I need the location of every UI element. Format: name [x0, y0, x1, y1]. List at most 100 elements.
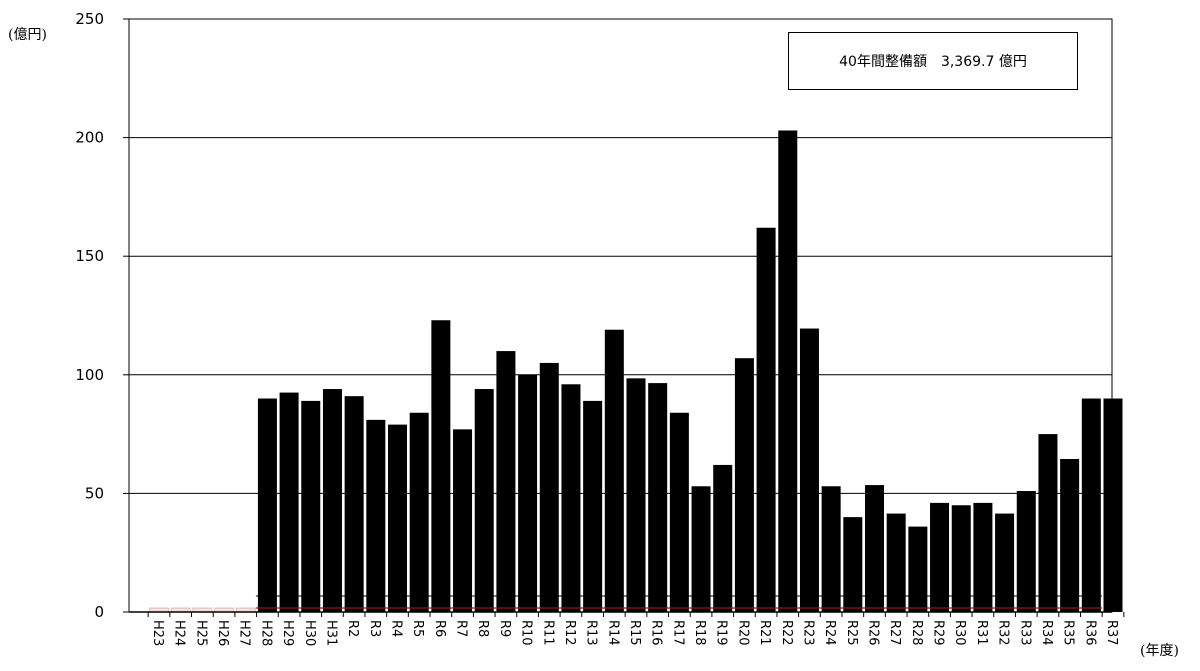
- x-tick-label-R16: R16: [649, 620, 664, 646]
- bar-R10: [518, 374, 538, 612]
- x-tick-label-R14: R14: [605, 620, 620, 646]
- x-tick-label-R27: R27: [887, 620, 902, 646]
- x-tick-label-H25: H25: [193, 620, 208, 646]
- y-tick-label-250: 250: [75, 10, 104, 28]
- x-tick-label-R35: R35: [1061, 620, 1076, 646]
- x-tick-label-H31: H31: [323, 620, 338, 646]
- x-tick-label-R4: R4: [389, 620, 404, 637]
- x-tick-label-R28: R28: [909, 620, 924, 646]
- x-tick-label-R30: R30: [952, 620, 967, 646]
- bar-R17: [669, 412, 689, 612]
- x-tick-labels: H23 H24 H25 H26 H27 H28 H29 H30 H31 R2 R3 R4 R5 R6 R7 R…: [150, 620, 1119, 646]
- bar-R35: [1060, 459, 1080, 612]
- bar-R3: [366, 419, 386, 612]
- total-annotation-text: 40年間整備額 3,369.7 億円: [839, 54, 1027, 70]
- bar-R16: [648, 383, 668, 612]
- x-tick-label-R36: R36: [1082, 620, 1097, 646]
- bar-R21: [756, 227, 776, 612]
- x-tick-label-H26: H26: [215, 620, 230, 646]
- bar-R7: [453, 429, 473, 612]
- x-tick-label-R13: R13: [584, 620, 599, 646]
- bar-R33: [1016, 491, 1036, 612]
- x-tick-label-R29: R29: [931, 620, 946, 646]
- bar-R11: [539, 362, 559, 612]
- y-tick-label-200: 200: [75, 129, 104, 147]
- x-tick-label-R19: R19: [714, 620, 729, 646]
- x-tick-label-R17: R17: [670, 620, 685, 646]
- bar-R27: [886, 513, 906, 612]
- bar-H29: [279, 392, 299, 612]
- bar-R2: [344, 396, 364, 612]
- bar-R37: [1103, 398, 1123, 612]
- x-tick-label-R7: R7: [454, 620, 469, 637]
- x-tick-label-R32: R32: [996, 620, 1011, 646]
- bar-R34: [1038, 434, 1058, 612]
- bar-R5: [409, 412, 429, 612]
- y-tick-label-100: 100: [75, 366, 104, 384]
- x-tick-label-H30: H30: [302, 620, 317, 646]
- bar-R19: [713, 464, 733, 612]
- x-tick-label-R2: R2: [345, 620, 360, 637]
- bar-R28: [908, 526, 928, 612]
- x-tick-label-R24: R24: [822, 620, 837, 646]
- bar-R26: [865, 485, 884, 612]
- bar-R32: [995, 513, 1015, 612]
- x-tick-label-H27: H27: [237, 620, 252, 646]
- bar-H30: [301, 400, 321, 612]
- x-tick-label-R15: R15: [627, 620, 642, 646]
- x-tick-label-R31: R31: [974, 620, 989, 646]
- y-tick-label-50: 50: [85, 484, 104, 502]
- bar-R9: [496, 351, 516, 612]
- x-tick-label-R11: R11: [540, 620, 555, 646]
- x-tick-label-R21: R21: [757, 620, 772, 646]
- axes: [123, 18, 1125, 617]
- x-tick-label-R5: R5: [410, 620, 425, 637]
- x-tick-label-H28: H28: [258, 620, 273, 646]
- x-tick-label-R23: R23: [800, 620, 815, 646]
- x-tick-label-R18: R18: [692, 620, 707, 646]
- x-tick-label-R37: R37: [1104, 620, 1119, 646]
- bar-R14: [604, 329, 624, 612]
- x-tick-label-H23: H23: [150, 620, 165, 646]
- bar-R36: [1081, 398, 1101, 612]
- x-tick-label-R12: R12: [562, 620, 577, 646]
- x-tick-label-R6: R6: [432, 620, 447, 637]
- bars: [149, 130, 1123, 613]
- bar-H31: [322, 389, 342, 612]
- bar-R30: [951, 505, 971, 612]
- bar-R29: [930, 502, 950, 612]
- bar-R12: [561, 384, 581, 612]
- y-tick-labels: 0 50 100 150 200 250: [75, 10, 104, 621]
- x-tick-label-R3: R3: [367, 620, 382, 637]
- bar-R13: [583, 400, 603, 612]
- x-tick-label-R9: R9: [497, 620, 512, 637]
- x-tick-label-H29: H29: [280, 620, 295, 646]
- x-tick-label-R20: R20: [735, 620, 750, 646]
- bar-R31: [973, 502, 993, 612]
- bar-H28: [257, 398, 277, 612]
- x-tick-label-R33: R33: [1017, 620, 1032, 646]
- x-tick-label-H24: H24: [172, 620, 187, 646]
- bar-R6: [431, 320, 451, 612]
- bar-R22: [778, 130, 798, 612]
- bar-R15: [626, 378, 646, 612]
- bar-R8: [474, 389, 494, 612]
- y-axis-unit-label: (億円): [8, 27, 47, 43]
- x-tick-label-R25: R25: [844, 620, 859, 646]
- x-tick-label-R8: R8: [475, 620, 490, 637]
- total-annotation-box: 40年間整備額 3,369.7 億円: [788, 32, 1078, 90]
- bar-R20: [734, 358, 754, 612]
- y-tick-label-0: 0: [94, 603, 104, 621]
- y-tick-label-150: 150: [75, 247, 104, 265]
- bar-R18: [691, 486, 711, 612]
- x-tick-label-R10: R10: [519, 620, 534, 646]
- bar-R23: [799, 328, 819, 612]
- x-tick-label-R34: R34: [1039, 620, 1054, 646]
- bar-R25: [843, 517, 863, 612]
- x-tick-label-R26: R26: [866, 620, 881, 646]
- bar-R4: [388, 424, 407, 612]
- bar-R24: [821, 486, 841, 612]
- x-tick-label-R22: R22: [779, 620, 794, 646]
- x-axis-unit-label: (年度): [1140, 643, 1179, 659]
